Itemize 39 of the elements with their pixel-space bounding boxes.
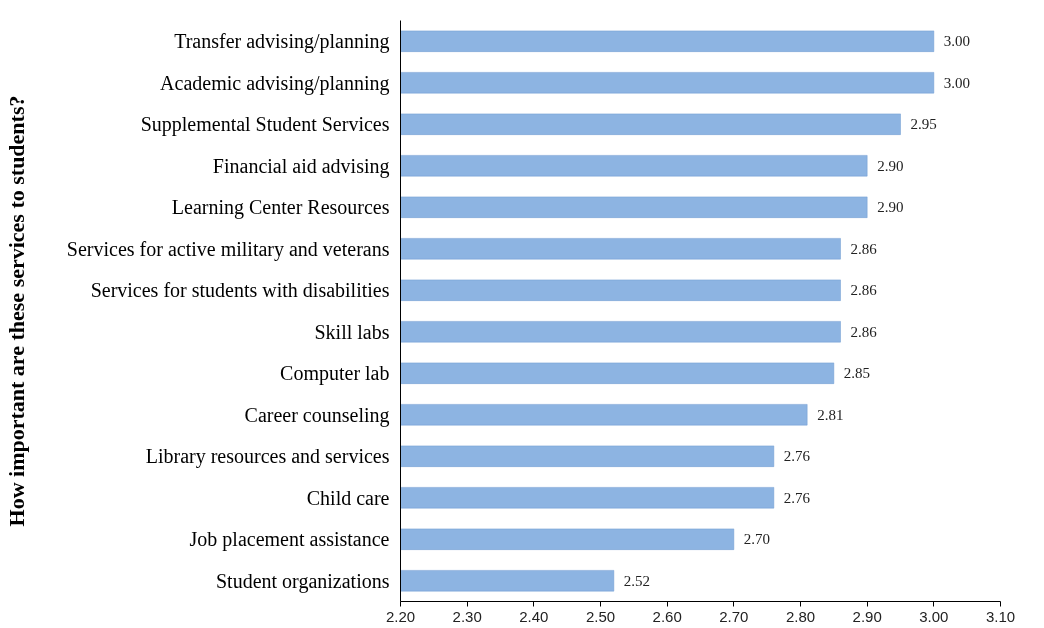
y-tick-label: Services for active military and veterans [66,237,390,261]
y-tick-label: Library resources and services [145,445,390,469]
x-tick-label: 2.90 [852,607,882,625]
x-tick-label: 3.00 [919,607,949,625]
y-tick-label: Child care [306,486,390,509]
x-tick-label: 2.60 [652,607,682,625]
data-label: 2.90 [877,199,904,216]
data-label: 2.86 [850,240,878,257]
x-tick-label: 2.70 [719,607,749,625]
y-tick-label: Skill labs [314,320,390,343]
data-label: 2.76 [783,489,811,506]
x-tick-label: 2.80 [785,607,816,625]
x-tick-label: 2.50 [585,607,616,625]
x-tick-label: 2.30 [452,607,482,625]
x-tick-label: 2.40 [519,607,549,625]
y-tick-label: Services for students with disabilities [90,279,390,302]
data-label: 3.00 [943,74,971,91]
y-tick-label: Financial aid advising [212,154,390,178]
y-tick-label: Learning Center Resources [171,196,390,220]
x-tick-label: 3.10 [985,607,1016,625]
y-tick-label: Career counseling [244,403,390,427]
data-label: 2.70 [743,531,771,548]
y-tick-label: Supplemental Student Services [140,113,390,137]
data-label: 2.95 [910,116,937,133]
data-label: 2.81 [817,406,844,423]
y-tick-label: Transfer advising/planning [174,30,390,54]
data-label: 2.85 [843,365,871,382]
y-tick-label: Computer lab [280,362,390,386]
data-label: 2.90 [877,157,904,174]
x-tick-label: 2.20 [385,607,416,625]
y-tick-label: Student organizations [216,569,390,593]
data-label: 2.86 [850,323,878,340]
data-label: 3.00 [943,33,971,50]
data-label: 2.76 [783,448,811,465]
y-tick-label: Academic advising/planning [160,71,390,95]
data-label: 2.86 [850,282,878,299]
data-label: 2.52 [623,572,651,589]
y-tick-label: Job placement assistance [189,528,390,552]
y-axis-title: How important are these services to students? [3,95,29,527]
